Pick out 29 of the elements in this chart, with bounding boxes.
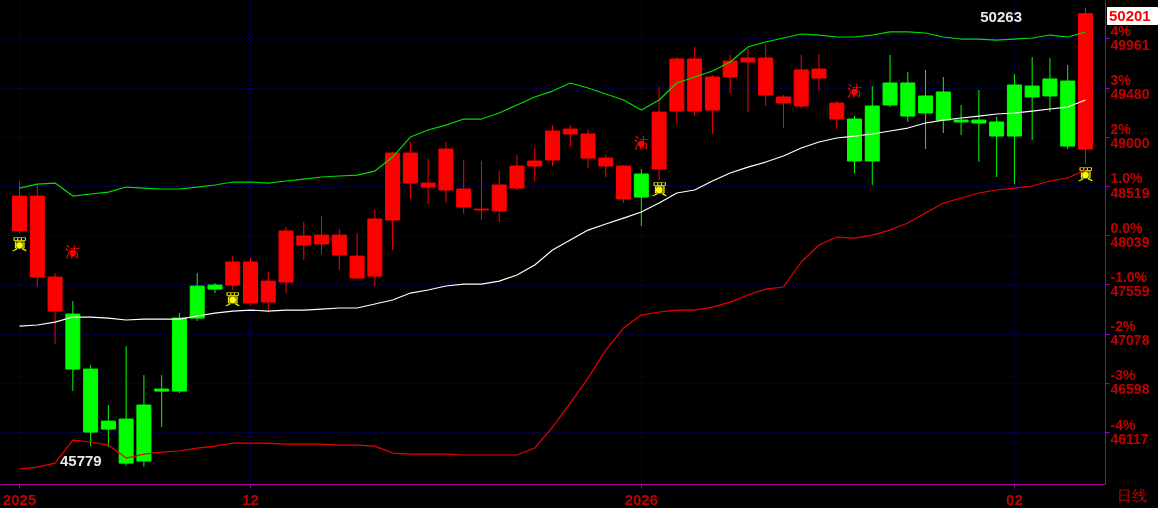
text: 買 <box>12 235 28 253</box>
x-tick-label: 12 <box>242 490 259 508</box>
annotation: 45779 <box>60 452 102 469</box>
y-tick-label: 46117 <box>1110 430 1149 447</box>
y-tick-label: 47559 <box>1110 282 1150 299</box>
series-label: 買 <box>651 180 667 198</box>
y2-tick-label: 2% <box>1110 121 1132 138</box>
x-tick-label: 2026 <box>624 490 659 508</box>
y-tick-label: 49480 <box>1110 86 1150 103</box>
y2-tick-label: -4% <box>1110 416 1136 433</box>
text: 日线 <box>1117 487 1147 504</box>
y-tick-label: 48039 <box>1110 233 1150 250</box>
y-tick-label: 49961 <box>1110 36 1150 53</box>
text: 買 <box>225 290 241 308</box>
y2-tick-label: -1.0% <box>1110 268 1148 285</box>
y2-tick-label: -2% <box>1110 318 1136 335</box>
y-tick-label: 48519 <box>1110 184 1150 201</box>
text: 50201 <box>1109 7 1151 24</box>
x-tick-label: 02 <box>1006 490 1023 508</box>
y-tick-label: 46598 <box>1110 381 1150 398</box>
y2-tick-label: 0.0% <box>1110 219 1143 236</box>
x-tick-label: 2025 <box>2 490 37 508</box>
y2-tick-label: 1.0% <box>1110 170 1143 187</box>
y2-tick-label: 4% <box>1110 22 1132 39</box>
y2-tick-label: 3% <box>1110 72 1132 89</box>
y-tick-label: 49000 <box>1110 135 1150 152</box>
annotation: 50263 <box>980 8 1022 25</box>
y-tick-label: 47078 <box>1110 332 1150 349</box>
y2-tick-label: -3% <box>1110 367 1136 384</box>
